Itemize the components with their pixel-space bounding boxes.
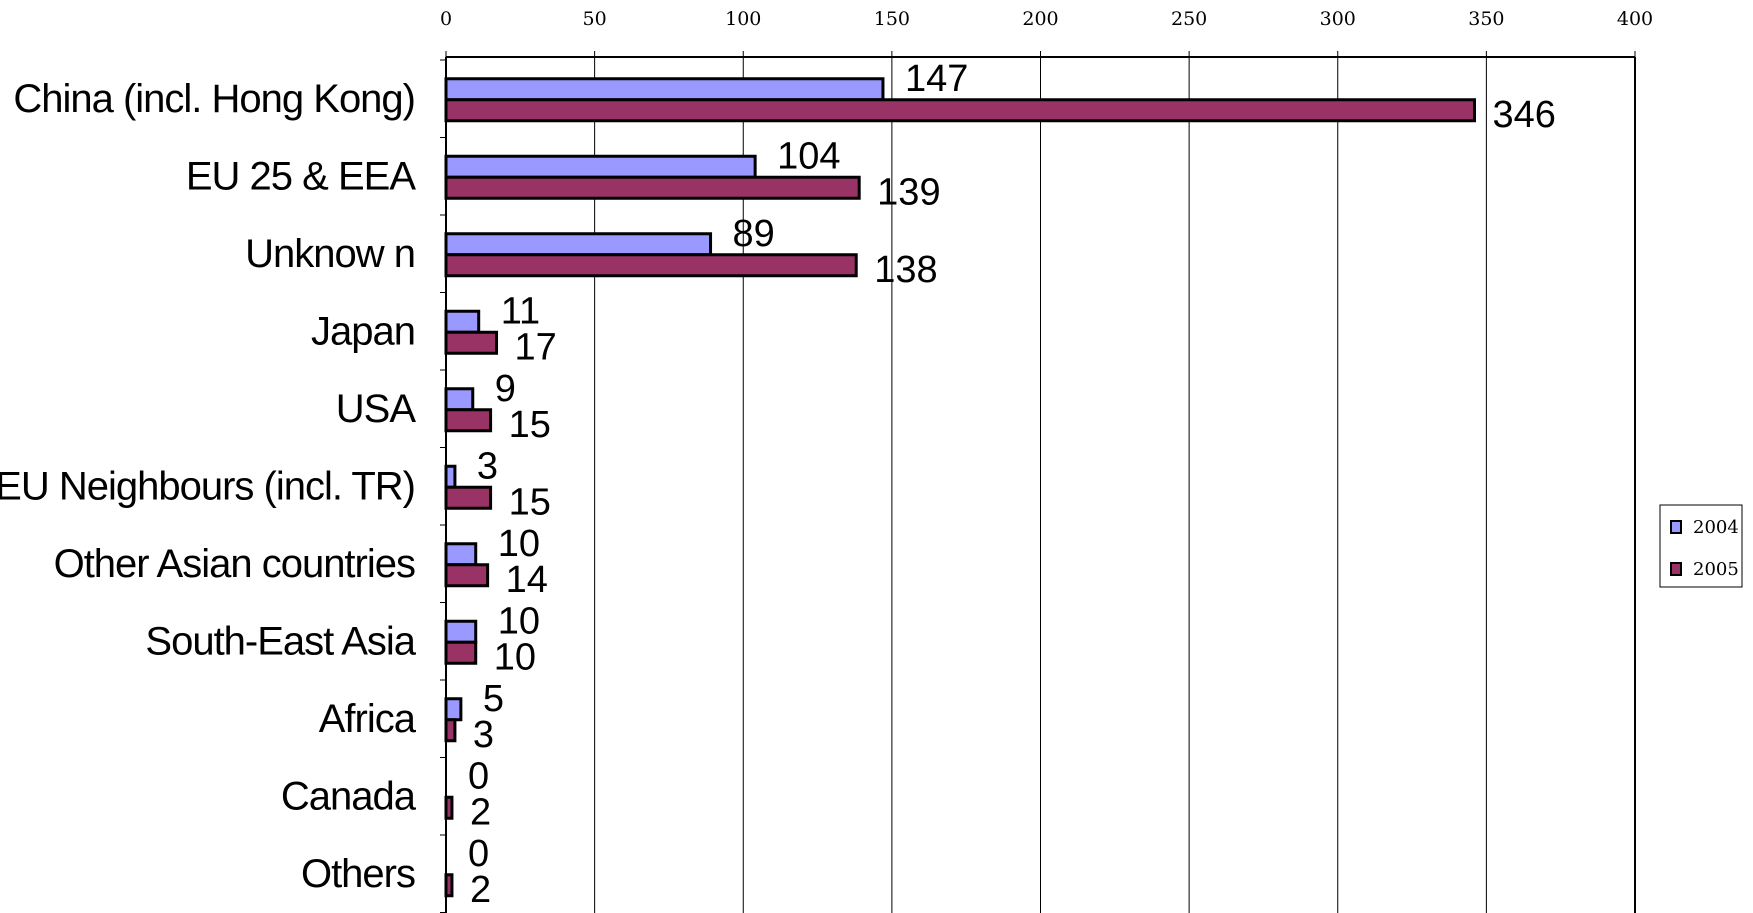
data-label-2005: 2 bbox=[470, 791, 491, 833]
data-label-2005: 139 bbox=[877, 171, 940, 213]
bar-2004 bbox=[444, 309, 481, 334]
data-label-2005: 346 bbox=[1492, 94, 1555, 136]
data-label-2004: 9 bbox=[495, 368, 516, 410]
category-label: USA bbox=[336, 387, 417, 431]
data-label-2004: 147 bbox=[905, 58, 968, 100]
bar-2004 bbox=[444, 77, 885, 102]
x-tick-label: 100 bbox=[725, 8, 761, 30]
legend-label-2005: 2005 bbox=[1693, 559, 1739, 580]
category-label: China (incl. Hong Kong) bbox=[13, 77, 415, 121]
x-tick-label: 200 bbox=[1022, 8, 1058, 30]
bar-2004 bbox=[444, 542, 478, 567]
bar-2004 bbox=[444, 154, 757, 179]
category-label: Africa bbox=[319, 697, 417, 741]
category-label: Unknow n bbox=[245, 232, 415, 276]
data-label-2004: 10 bbox=[498, 523, 540, 565]
x-tick-label: 0 bbox=[440, 8, 452, 30]
data-labels: 1473461041398913811179153151014101053020… bbox=[468, 58, 1556, 911]
bar-2005 bbox=[444, 718, 457, 743]
bars bbox=[444, 77, 1476, 898]
x-tick-label: 50 bbox=[583, 8, 607, 30]
bar-2005 bbox=[444, 330, 499, 355]
data-label-2004: 5 bbox=[483, 678, 504, 720]
data-label-2005: 17 bbox=[515, 326, 557, 368]
category-labels: China (incl. Hong Kong) EU 25 & EEA Unknow… bbox=[0, 77, 418, 896]
category-label: EU 25 & EEA bbox=[186, 154, 416, 198]
x-tick-label: 300 bbox=[1320, 8, 1356, 30]
x-tick-label: 250 bbox=[1171, 8, 1207, 30]
bar-2005 bbox=[444, 253, 858, 278]
data-label-2005: 10 bbox=[494, 636, 536, 678]
data-label-2004: 11 bbox=[501, 290, 540, 332]
data-label-2005: 2 bbox=[470, 869, 491, 911]
bar-2004 bbox=[444, 619, 478, 644]
category-label: South-East Asia bbox=[145, 619, 416, 663]
x-tick-label: 400 bbox=[1617, 8, 1653, 30]
bar-2005 bbox=[444, 408, 493, 433]
data-label-2004: 3 bbox=[477, 445, 498, 487]
data-label-2005: 14 bbox=[506, 559, 548, 601]
data-label-2005: 15 bbox=[509, 481, 551, 523]
category-label: Other Asian countries bbox=[54, 542, 415, 586]
category-label: Others bbox=[301, 852, 415, 896]
data-label-2005: 3 bbox=[473, 714, 494, 756]
x-tick-label: 150 bbox=[874, 8, 910, 30]
bar-2005 bbox=[444, 795, 454, 820]
bar-2004 bbox=[444, 387, 475, 412]
bar-2005 bbox=[444, 563, 490, 588]
bar-2005 bbox=[444, 485, 493, 510]
data-label-2004: 104 bbox=[777, 135, 840, 177]
bar-2005 bbox=[444, 175, 861, 200]
data-label-2004: 89 bbox=[733, 213, 775, 255]
bar-2004 bbox=[444, 464, 457, 489]
category-label: EU Neighbours (incl. TR) bbox=[0, 464, 415, 508]
bar-2005 bbox=[444, 98, 1476, 123]
bar-2005 bbox=[444, 640, 478, 665]
data-label-2005: 138 bbox=[874, 249, 937, 291]
data-label-2005: 15 bbox=[509, 404, 551, 446]
data-label-2004: 0 bbox=[468, 833, 489, 875]
x-axis-ticks: 0 50 100 150 200 250 300 350 400 bbox=[440, 8, 1653, 30]
legend-swatch-2005 bbox=[1670, 562, 1682, 576]
bar-2004 bbox=[444, 232, 713, 257]
category-label: Canada bbox=[281, 774, 417, 818]
data-label-2004: 0 bbox=[468, 755, 489, 797]
bar-2004 bbox=[444, 697, 463, 722]
bar-2005 bbox=[444, 873, 454, 898]
legend-swatch-2004 bbox=[1670, 520, 1682, 534]
legend: 2004 2005 bbox=[1659, 504, 1743, 588]
x-tick-label: 350 bbox=[1468, 8, 1504, 30]
category-label: Japan bbox=[311, 309, 415, 353]
legend-label-2004: 2004 bbox=[1693, 517, 1739, 538]
data-label-2004: 10 bbox=[498, 600, 540, 642]
